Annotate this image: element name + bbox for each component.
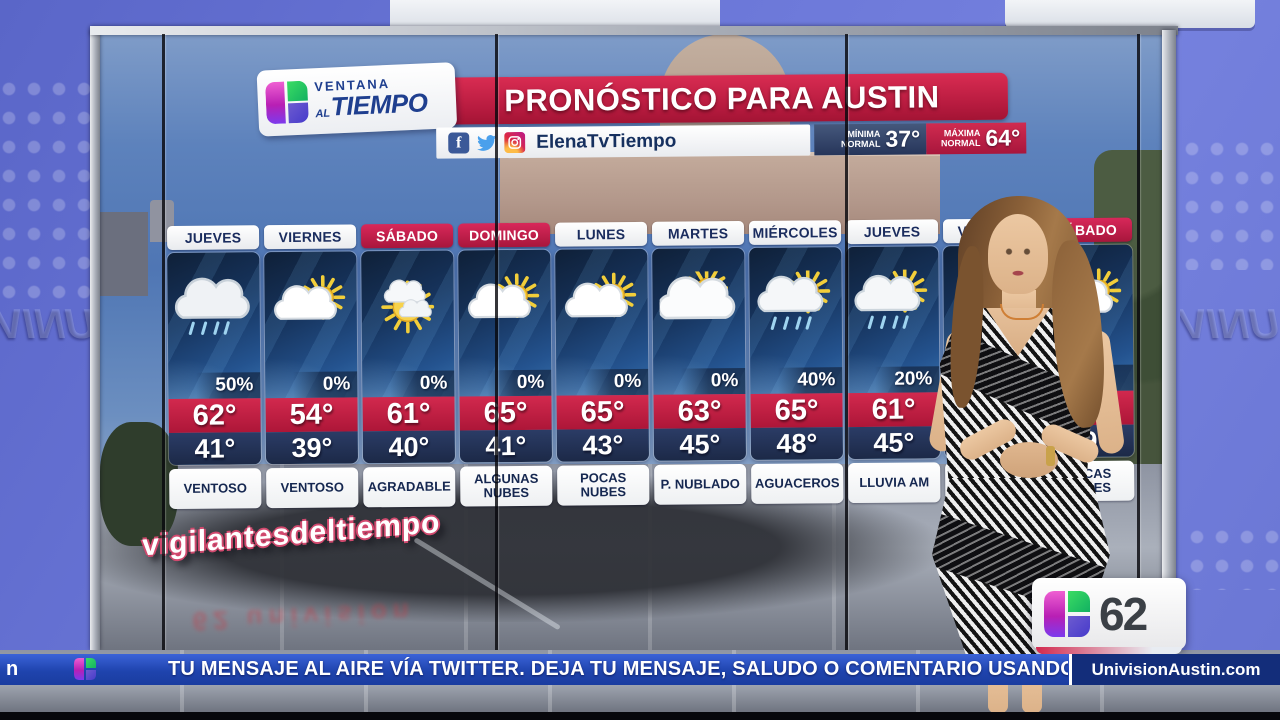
forecast-panel: 0% 63° 45° xyxy=(652,248,747,461)
wall-dots-bottom-right xyxy=(1188,528,1280,590)
videowall-seam xyxy=(845,34,848,650)
forecast-column: MIÉRCOLES 40% 65° 48° AGUACEROS xyxy=(748,220,844,504)
background-building xyxy=(100,212,148,296)
forecast-panel: 40% 65° 48° xyxy=(749,247,844,460)
forecast-column: LUNES 0% 65° 43° POCAS NUBES xyxy=(554,221,650,506)
weather-icon-cloud-sun-rain xyxy=(846,252,939,353)
forecast-column: MARTES 0% 63° 45° P. NUBLADO xyxy=(651,221,747,505)
weather-icon-cloud-sun-rain xyxy=(749,253,842,354)
weather-icon-cloud-sun xyxy=(555,255,648,356)
forecast-panel: 0% 65° 43° xyxy=(555,248,650,462)
presenter-watch xyxy=(1046,446,1055,466)
forecast-panel: 0% 65° 41° xyxy=(458,249,553,463)
univision-62-logo: 62 xyxy=(1032,578,1186,654)
wall-dots-right xyxy=(1158,140,1280,270)
forecast-column: VIERNES 0% 54° 39° VENTOSO xyxy=(263,224,359,509)
wall-dots-left xyxy=(0,80,100,310)
social-bar: f ElenaTvTiempo xyxy=(436,124,811,159)
videowall-seam xyxy=(162,34,165,650)
presenter-face xyxy=(988,214,1048,294)
forecast-panel: 20% 61° 45° xyxy=(846,246,941,460)
ticker-message: TU MENSAJE AL AIRE VÍA TWITTER. DEJA TU … xyxy=(168,658,1068,680)
videowall-bezel-left xyxy=(90,30,100,650)
univision-logo-icon xyxy=(1044,591,1090,637)
ticker-bar: n TU MENSAJE AL AIRE VÍA TWITTER. DEJA T… xyxy=(0,654,1280,685)
forecast-column: JUEVES 50% 62° 41° VENTOSO xyxy=(166,225,262,510)
videowall-bezel-top xyxy=(90,26,1178,35)
weather-icon-sun-cloud xyxy=(361,257,454,358)
videowall-seam xyxy=(495,34,498,650)
twitter-icon xyxy=(476,132,497,153)
weather-icon-rain-cloud xyxy=(167,258,260,359)
channel-number: 62 xyxy=(1099,588,1148,640)
forecast-panel: 0% 61° 40° xyxy=(361,250,456,464)
forecast-panel: 0% 54° 39° xyxy=(264,251,359,465)
ceiling-panel xyxy=(1005,0,1255,28)
forecast-column: SÁBADO 0% 61° 40° AGRADABLE xyxy=(360,223,456,508)
letterbox-bar xyxy=(0,712,1280,720)
forecast-column: DOMINGO 0% 65° 41° ALGUNAS NUBES xyxy=(457,222,553,507)
univision-logo-icon xyxy=(74,658,96,680)
ticker-overflow-fragment: n xyxy=(6,658,19,680)
ticker-website: UnivisionAustin.com xyxy=(1069,654,1280,685)
instagram-icon xyxy=(504,131,526,154)
weather-icon-cloud-sun xyxy=(264,257,357,358)
videowall-seam xyxy=(1137,34,1140,650)
forecast-panel: 50% 62° 41° xyxy=(167,252,262,466)
forecast-column: JUEVES 20% 61° 45° LLUVIA AM xyxy=(845,219,941,504)
weather-icon-cloud-sun-big xyxy=(652,254,745,355)
weather-icon-cloud-sun xyxy=(458,256,551,357)
videowall-bezel-right xyxy=(1162,30,1176,650)
background-trees-left xyxy=(100,422,178,546)
